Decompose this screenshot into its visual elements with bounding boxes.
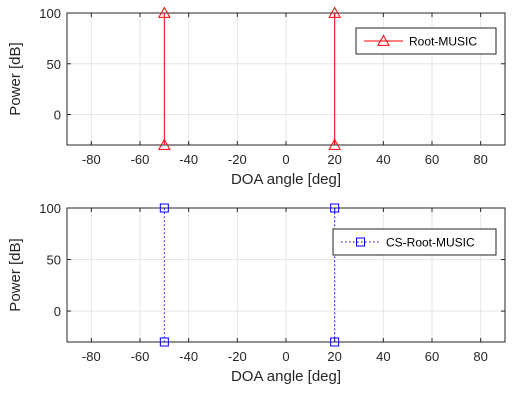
legend: CS-Root-MUSIC xyxy=(332,228,497,256)
upper-plot: -80 -60 -40 -20 0 20 40 60 80 0 50 100 DOA angle [de… xyxy=(7,6,506,188)
legend-box xyxy=(332,228,497,256)
legend-entry-label: CS-Root-MUSIC xyxy=(386,236,475,250)
x-tick-label: -40 xyxy=(179,349,198,364)
data-point-marker xyxy=(330,337,340,347)
x-tick-label: 40 xyxy=(376,152,390,167)
x-tick-label: -60 xyxy=(131,349,150,364)
x-tick-label: -60 xyxy=(131,152,150,167)
y-axis-label: Power [dB] xyxy=(7,238,24,311)
x-tick-label: 60 xyxy=(425,349,439,364)
data-point-marker xyxy=(157,138,171,150)
x-tick-label: -80 xyxy=(82,152,101,167)
x-tick-label: 0 xyxy=(282,152,289,167)
x-tick-label: 20 xyxy=(327,152,341,167)
x-tick-label: 20 xyxy=(327,349,341,364)
x-tick-label: 40 xyxy=(376,349,390,364)
data-point-marker xyxy=(328,138,342,150)
x-axis-label: DOA angle [deg] xyxy=(231,368,341,385)
y-tick-label: 50 xyxy=(47,57,61,72)
x-axis-label: DOA angle [deg] xyxy=(231,171,341,188)
legend: Root-MUSIC xyxy=(355,27,497,55)
x-tick-label: 0 xyxy=(282,349,289,364)
y-tick-label: 0 xyxy=(54,108,61,123)
data-point-marker xyxy=(330,203,340,213)
x-tick-label: 60 xyxy=(425,152,439,167)
x-tick-label: -40 xyxy=(179,152,198,167)
x-tick-label: -20 xyxy=(228,152,247,167)
x-tick-label: 80 xyxy=(473,349,487,364)
data-point-marker xyxy=(328,6,342,18)
legend-marker xyxy=(356,237,365,247)
lower-plot: -80 -60 -40 -20 0 20 40 60 80 0 50 100 DOA angle [de… xyxy=(7,201,506,385)
y-tick-label: 100 xyxy=(39,6,61,21)
x-tick-label: -20 xyxy=(228,349,247,364)
y-tick-label: 100 xyxy=(39,201,61,216)
data-point-marker xyxy=(157,6,171,18)
x-tick-label: 80 xyxy=(473,152,487,167)
data-point-marker xyxy=(159,203,169,213)
x-tick-label: -80 xyxy=(82,349,101,364)
y-tick-label: 0 xyxy=(54,304,61,319)
legend-marker xyxy=(377,34,390,46)
y-axis-label: Power [dB] xyxy=(7,42,24,115)
legend-entry-label: Root-MUSIC xyxy=(409,35,477,49)
data-point-marker xyxy=(159,337,169,347)
y-tick-label: 50 xyxy=(47,253,61,268)
